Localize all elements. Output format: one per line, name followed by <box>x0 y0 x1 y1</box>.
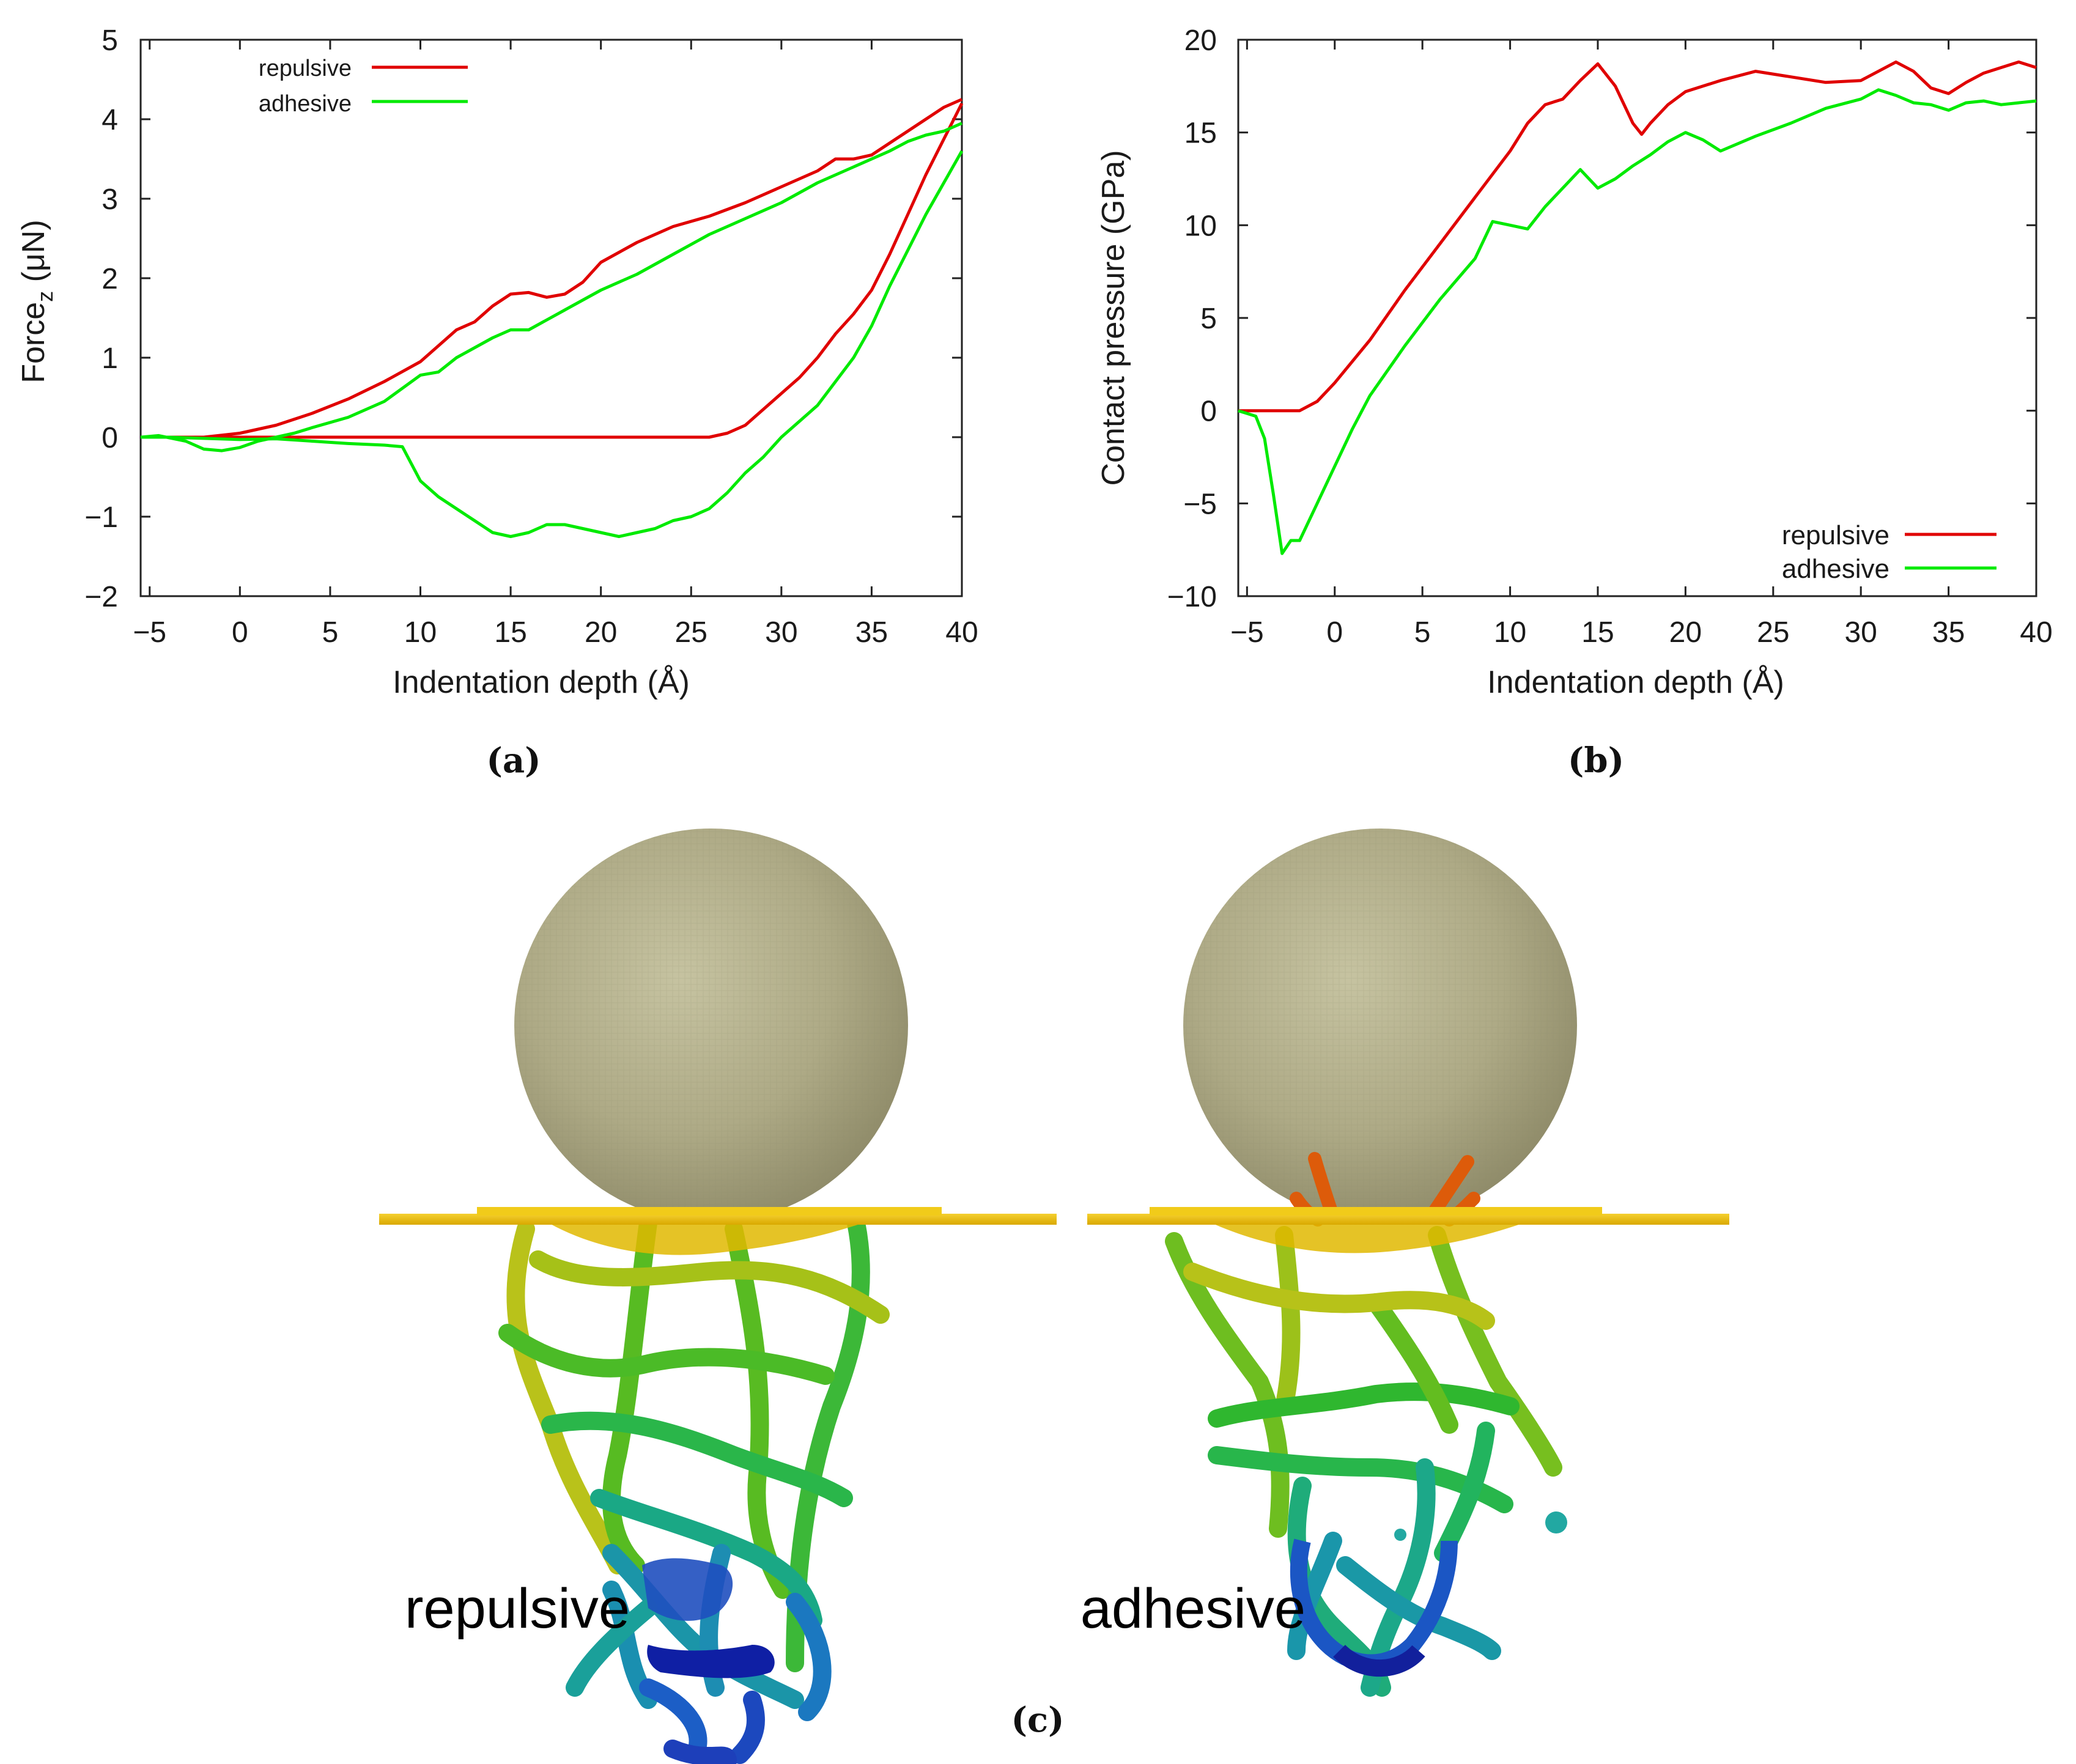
a-xlabel: Indentation depth (Å) <box>393 665 690 700</box>
a-xtick-label: 35 <box>855 616 888 649</box>
a-ytick-label: 5 <box>102 24 118 57</box>
b-xtick-label: 40 <box>2020 616 2052 649</box>
b-plot-frame <box>1237 39 2037 597</box>
a-legend: repulsive adhesive <box>259 56 468 117</box>
b-ytick-label: −5 <box>1183 488 1217 520</box>
adhesive-plate <box>1087 1207 1729 1253</box>
a-repulsive-line-1 <box>204 102 964 439</box>
a-xtick-label: 5 <box>322 616 339 649</box>
adhesive-fragment-2 <box>1394 1529 1406 1541</box>
a-xtick-label: 25 <box>675 616 707 649</box>
a-ytick-label: 1 <box>102 342 118 375</box>
b-xtick-label: 20 <box>1669 616 1702 649</box>
b-caption: (b) <box>1568 740 1624 781</box>
a-ytick-label: 4 <box>102 104 118 136</box>
chart-a: −5 0 5 10 15 20 25 30 35 40 −2 −1 0 1 2 3 4 5 Indentation… <box>16 24 978 781</box>
b-ytick-label: −10 <box>1167 581 1217 613</box>
panel-c: repulsive <box>379 828 1729 1764</box>
a-xtick-label: 15 <box>494 616 526 649</box>
a-tick-labels: −5 0 5 10 15 20 25 30 35 40 −2 −1 0 1 2 3 4 5 <box>84 24 978 649</box>
repulsive-sphere-texture <box>514 828 908 1222</box>
repulsive-tail <box>642 1558 733 1621</box>
b-ylabel: Contact pressure (GPa) <box>1096 150 1131 485</box>
repulsive-plate <box>379 1207 1057 1255</box>
repulsive-hook <box>647 1645 775 1678</box>
repulsive-simulation: repulsive <box>379 828 1057 1764</box>
b-xlabel: Indentation depth (Å) <box>1487 665 1784 700</box>
a-ytick-label: −1 <box>84 501 118 534</box>
b-legend: repulsive adhesive <box>1782 520 1997 584</box>
a-ytick-label: 0 <box>102 422 118 454</box>
adhesive-label: adhesive <box>1080 1578 1306 1640</box>
b-xtick-label: −5 <box>1230 616 1264 649</box>
b-series-lines <box>1238 60 2037 555</box>
adhesive-loop-bottom <box>1333 1644 1425 1677</box>
a-xtick-label: 0 <box>232 616 248 649</box>
a-ytick-label: −2 <box>84 581 118 613</box>
b-adhesive-line-0 <box>1238 88 2037 555</box>
b-xtick-label: 35 <box>1932 616 1965 649</box>
a-series-lines <box>140 98 964 538</box>
a-ytick-label: 2 <box>102 263 118 295</box>
a-xtick-label: 40 <box>945 616 978 649</box>
adhesive-network <box>1165 1226 1562 1697</box>
b-legend-repulsive-label: repulsive <box>1782 520 1889 550</box>
b-legend-adhesive-label: adhesive <box>1782 554 1889 584</box>
b-ytick-label: 10 <box>1184 210 1217 242</box>
b-xtick-label: 15 <box>1581 616 1614 649</box>
c-caption: (c) <box>1011 1700 1064 1740</box>
b-xtick-label: 5 <box>1414 616 1431 649</box>
b-repulsive-line-0 <box>1238 60 2037 413</box>
a-xtick-label: −5 <box>133 616 166 649</box>
a-adhesive-line-0 <box>140 122 963 452</box>
a-plot-frame <box>139 39 963 597</box>
a-xtick-label: 10 <box>404 616 437 649</box>
b-ytick-label: 0 <box>1200 396 1217 428</box>
a-repulsive-line-0 <box>141 98 963 439</box>
a-adhesive-line-1 <box>141 150 964 538</box>
a-ylabel: Forcez (μN) <box>16 220 57 383</box>
a-legend-repulsive-label: repulsive <box>259 56 352 81</box>
a-ytick-label: 3 <box>102 183 118 216</box>
adhesive-fragment <box>1545 1511 1567 1533</box>
a-legend-adhesive-label: adhesive <box>259 91 352 117</box>
b-ytick-label: 5 <box>1200 303 1217 335</box>
a-xtick-label: 20 <box>585 616 617 649</box>
adhesive-simulation: adhesive <box>1080 828 1729 1697</box>
a-frame <box>139 39 963 597</box>
chart-b: −5 0 5 10 15 20 25 30 35 40 −10 −5 0 5 10 15 20 Indentat… <box>1096 24 2053 781</box>
b-ytick-label: 20 <box>1184 24 1217 57</box>
b-xtick-label: 0 <box>1326 616 1343 649</box>
adhesive-sphere-texture <box>1183 828 1577 1222</box>
repulsive-label: repulsive <box>405 1578 630 1640</box>
a-xtick-label: 30 <box>765 616 797 649</box>
repulsive-network <box>498 1214 890 1764</box>
b-ytick-label: 15 <box>1184 117 1217 150</box>
b-tick-labels: −5 0 5 10 15 20 25 30 35 40 −10 −5 0 5 10 15 20 <box>1167 24 2053 649</box>
b-frame <box>1237 39 2037 597</box>
b-xtick-label: 10 <box>1494 616 1526 649</box>
a-caption: (a) <box>486 740 541 781</box>
b-xtick-label: 25 <box>1757 616 1789 649</box>
b-xtick-label: 30 <box>1844 616 1877 649</box>
